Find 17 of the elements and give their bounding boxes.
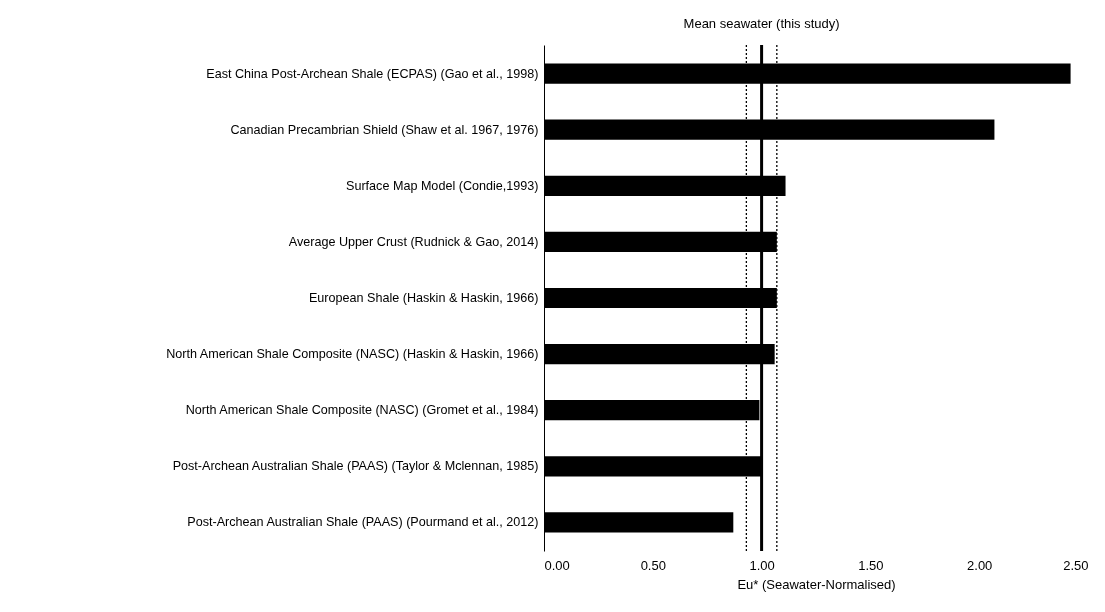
x-axis-title: Eu* (Seawater-Normalised)	[737, 576, 896, 592]
ref-line-label: Mean seawater (this study)	[683, 16, 840, 31]
y-tick-label: Surface Map Model (Condie,1993)	[345, 178, 539, 193]
y-tick-label: Post-Archean Australian Shale (PAAS) (Taylor & Mclennan, 1985)	[172, 459, 539, 474]
x-tick-label: 2.50	[1063, 557, 1089, 573]
x-tick-label: 0.50	[640, 557, 666, 573]
y-tick-label: Canadian Precambrian Shield (Shaw et al. 1967, 1976)	[230, 122, 539, 137]
y-tick-label: Post-Archean Australian Shale (PAAS) (Pourmand et al., 2012)	[187, 515, 539, 530]
x-tick-label: 0.00	[544, 557, 570, 573]
y-tick-label: North American Shale Composite (NASC) (Gromet et al., 1984)	[185, 403, 539, 418]
x-tick-label: 1.00	[749, 557, 775, 573]
x-tick-label: 2.00	[967, 557, 993, 573]
y-tick-label: North American Shale Composite (NASC) (Haskin & Haskin, 1966)	[166, 347, 539, 362]
y-tick-label: European Shale (Haskin & Haskin, 1966)	[308, 291, 539, 305]
y-tick-label: East China Post-Archean Shale (ECPAS) (Gao et al., 1998)	[206, 66, 539, 81]
x-tick-label: 1.50	[858, 557, 884, 573]
y-tick-label: Average Upper Crust (Rudnick & Gao, 2014)	[288, 234, 539, 249]
